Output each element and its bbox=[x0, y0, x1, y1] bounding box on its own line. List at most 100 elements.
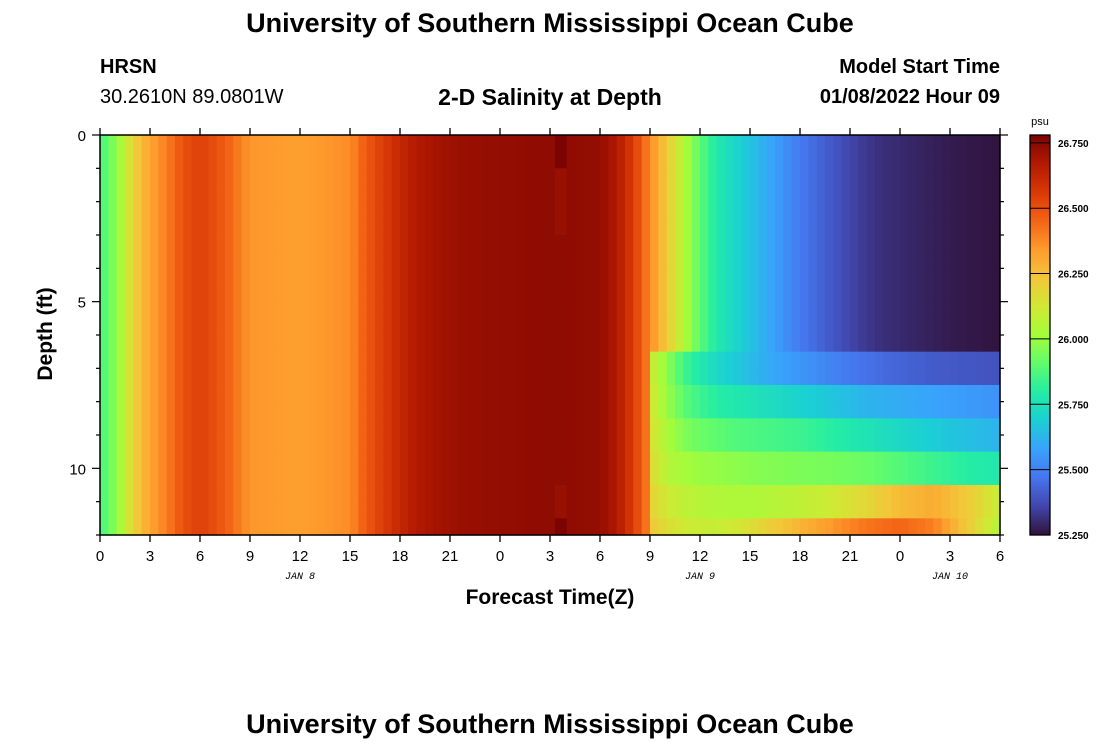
heatmap-cell bbox=[341, 135, 351, 153]
heatmap-cell bbox=[791, 268, 801, 286]
heatmap-cell bbox=[466, 218, 476, 236]
heatmap-cell bbox=[783, 251, 793, 269]
heatmap-cell bbox=[291, 301, 301, 319]
heatmap-cell bbox=[266, 218, 276, 236]
heatmap-cell bbox=[708, 285, 718, 303]
heatmap-cell bbox=[375, 301, 384, 319]
heatmap-cell bbox=[250, 501, 259, 519]
heatmap-cell bbox=[600, 335, 609, 353]
heatmap-cell bbox=[850, 268, 859, 286]
heatmap-cell bbox=[591, 418, 601, 436]
heatmap-cell bbox=[908, 401, 918, 419]
heatmap-cell bbox=[975, 385, 984, 403]
heatmap-cell bbox=[416, 501, 426, 519]
heatmap-cell bbox=[491, 301, 501, 319]
heatmap-cell bbox=[725, 268, 734, 286]
heatmap-cell bbox=[350, 201, 359, 219]
heatmap-cell bbox=[658, 501, 668, 519]
heatmap-cell bbox=[125, 335, 134, 353]
heatmap-cell bbox=[100, 301, 109, 319]
heatmap-cell bbox=[508, 435, 518, 453]
heatmap-cell bbox=[791, 335, 801, 353]
heatmap-cell bbox=[583, 451, 593, 469]
heatmap-cell bbox=[916, 135, 926, 153]
heatmap-cell bbox=[475, 385, 484, 403]
heatmap-cell bbox=[358, 468, 368, 486]
heatmap-cell bbox=[291, 185, 301, 203]
heatmap-cell bbox=[983, 335, 993, 353]
heatmap-cell bbox=[791, 435, 801, 453]
heatmap-cell bbox=[700, 335, 709, 353]
heatmap-cell bbox=[591, 318, 601, 336]
heatmap-cell bbox=[533, 135, 543, 153]
heatmap-cell bbox=[483, 485, 493, 503]
heatmap-cell bbox=[758, 135, 768, 153]
heatmap-cell bbox=[225, 168, 234, 186]
heatmap-cell bbox=[758, 485, 768, 503]
heatmap-cell bbox=[441, 485, 451, 503]
heatmap-cell bbox=[841, 435, 851, 453]
heatmap-cell bbox=[183, 235, 193, 253]
heatmap-cell bbox=[550, 151, 559, 169]
heatmap-cell bbox=[416, 235, 426, 253]
heatmap-cell bbox=[816, 468, 826, 486]
heatmap-cell bbox=[583, 368, 593, 386]
heatmap-cell bbox=[566, 285, 576, 303]
heatmap-cell bbox=[725, 418, 734, 436]
heatmap-cell bbox=[991, 235, 1001, 253]
heatmap-cell bbox=[433, 435, 443, 453]
heatmap-cell bbox=[416, 485, 426, 503]
heatmap-cell bbox=[650, 268, 659, 286]
heatmap-cell bbox=[175, 368, 184, 386]
heatmap-cell bbox=[433, 468, 443, 486]
heatmap-cell bbox=[625, 501, 634, 519]
heatmap-cell bbox=[925, 418, 934, 436]
heatmap-cell bbox=[766, 318, 776, 336]
heatmap-cell bbox=[991, 268, 1001, 286]
heatmap-cell bbox=[233, 218, 243, 236]
x-tick-label: 6 bbox=[996, 548, 1004, 565]
heatmap-cell bbox=[433, 285, 443, 303]
heatmap-cell bbox=[200, 268, 209, 286]
heatmap-anomaly-cell bbox=[555, 135, 564, 169]
heatmap-cell bbox=[233, 151, 243, 169]
heatmap-cell bbox=[483, 451, 493, 469]
heatmap-cell bbox=[291, 218, 301, 236]
heatmap-cell bbox=[516, 385, 526, 403]
heatmap-cell bbox=[841, 401, 851, 419]
heatmap-cell bbox=[925, 468, 934, 486]
heatmap-cell bbox=[200, 285, 209, 303]
heatmap-cell bbox=[891, 251, 901, 269]
heatmap-cell bbox=[741, 485, 751, 503]
heatmap-cell bbox=[991, 418, 1001, 436]
heatmap-cell bbox=[400, 235, 409, 253]
heatmap-cell bbox=[616, 251, 626, 269]
heatmap-cell bbox=[975, 201, 984, 219]
heatmap-cell bbox=[616, 318, 626, 336]
heatmap-cell bbox=[633, 435, 643, 453]
heatmap-cell bbox=[683, 268, 693, 286]
heatmap-cell bbox=[950, 301, 959, 319]
heatmap-cell bbox=[375, 451, 384, 469]
heatmap-cell bbox=[583, 151, 593, 169]
heatmap-cell bbox=[641, 268, 651, 286]
heatmap-cell bbox=[375, 251, 384, 269]
heatmap-cell bbox=[841, 301, 851, 319]
heatmap-cell bbox=[100, 351, 109, 369]
heatmap-cell bbox=[391, 368, 401, 386]
heatmap-cell bbox=[108, 518, 118, 536]
heatmap-cell bbox=[625, 351, 634, 369]
heatmap-cell bbox=[658, 151, 668, 169]
heatmap-cell bbox=[800, 401, 809, 419]
heatmap-cell bbox=[166, 368, 176, 386]
heatmap-cell bbox=[183, 135, 193, 153]
heatmap-cell bbox=[900, 201, 909, 219]
heatmap-cell bbox=[833, 401, 843, 419]
heatmap-cell bbox=[100, 435, 109, 453]
heatmap-cell bbox=[750, 185, 759, 203]
heatmap-cell bbox=[675, 451, 684, 469]
heatmap-cell bbox=[841, 385, 851, 403]
heatmap-cell bbox=[891, 301, 901, 319]
heatmap-cell bbox=[825, 135, 834, 153]
heatmap-cell bbox=[350, 351, 359, 369]
